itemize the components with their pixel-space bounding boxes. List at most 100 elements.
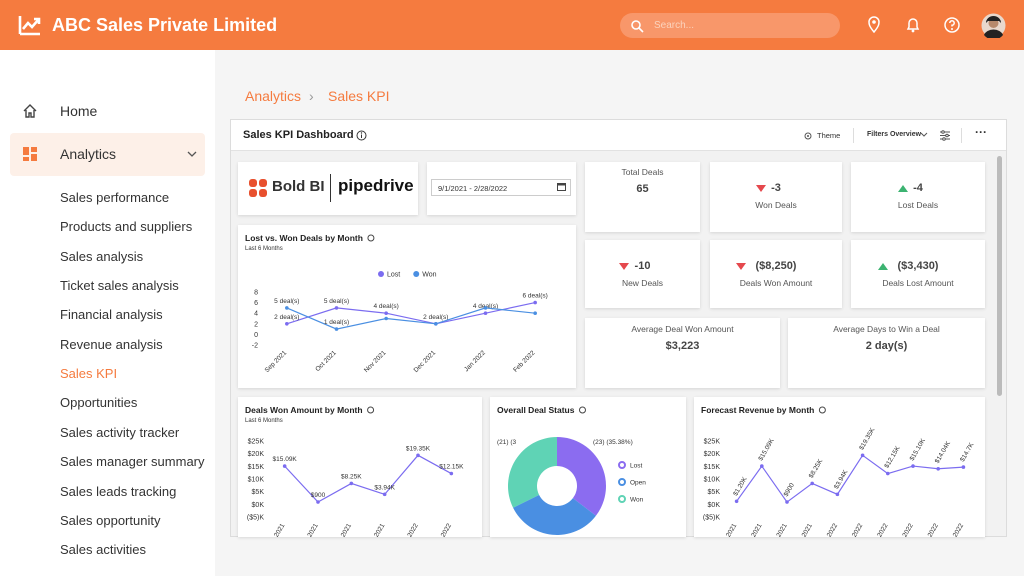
chevron[interactable] bbox=[187, 150, 197, 158]
trend-arrow bbox=[897, 185, 908, 192]
point bbox=[483, 311, 488, 315]
y-tick-label: $15K bbox=[704, 464, 721, 471]
nav-item[interactable]: Analytics bbox=[60, 146, 117, 162]
y-tick-label: $25K bbox=[248, 439, 265, 446]
calendar-icon bbox=[557, 183, 566, 191]
bell-icon[interactable] bbox=[905, 16, 921, 34]
pie-slice bbox=[557, 437, 606, 516]
info-icon bbox=[818, 406, 826, 414]
kpi-title: Average Deal Won Amount bbox=[631, 324, 734, 334]
data-label: $15.10K bbox=[909, 437, 928, 462]
chart-card: Forecast Revenue by Month $25K $20K $15K $10… bbox=[694, 397, 985, 537]
kpi-value: -10 bbox=[634, 260, 651, 272]
analytics-icon bbox=[23, 147, 37, 161]
point bbox=[282, 464, 287, 468]
x-tick-label: 2022 bbox=[440, 522, 453, 537]
nav-subitem[interactable]: Products and suppliers bbox=[60, 219, 193, 235]
point bbox=[936, 466, 940, 471]
chart: Overall Deal Status Lost Open Won (23) (35.3… bbox=[497, 405, 646, 535]
more-button[interactable]: ··· bbox=[975, 125, 987, 139]
x-tick-label: Sep 2021 bbox=[264, 349, 289, 374]
chart-title: Lost vs. Won Deals by Month bbox=[245, 233, 363, 243]
data-label: $15.09K bbox=[757, 437, 776, 462]
nav-subitem[interactable]: Sales activities bbox=[60, 542, 146, 558]
data-label: $19.35K bbox=[858, 426, 877, 451]
legend-swatch bbox=[378, 271, 384, 277]
date-card: 9/1/2021 - 2/28/2022 bbox=[427, 162, 576, 215]
help-icon[interactable] bbox=[943, 16, 961, 34]
nav-subitem[interactable]: Sales analysis bbox=[60, 248, 144, 264]
data-label: $900 bbox=[783, 482, 796, 498]
y-tick-label: 8 bbox=[254, 290, 258, 297]
kpi-card: -3 Won Deals bbox=[710, 162, 842, 232]
point bbox=[734, 499, 739, 504]
data-label: $14.04K bbox=[934, 440, 953, 465]
logo-card: Bold BI pipedrive bbox=[238, 162, 418, 215]
y-tick-label: $20K bbox=[248, 451, 265, 458]
point bbox=[810, 481, 814, 486]
point bbox=[434, 322, 438, 326]
chart-card: Overall Deal Status Lost Open Won (23) (35.3… bbox=[490, 397, 686, 537]
divider bbox=[853, 128, 854, 143]
chart: Lost vs. Won Deals by Month Last 6 Months… bbox=[245, 233, 548, 374]
y-tick-label: ($5)K bbox=[703, 515, 720, 522]
x-tick-label: 2022 bbox=[901, 522, 914, 537]
line bbox=[736, 454, 964, 503]
nav-subitem[interactable]: Sales activity tracker bbox=[60, 424, 180, 440]
point bbox=[334, 306, 339, 310]
nav-subitem[interactable]: Opportunities bbox=[60, 395, 138, 411]
data-label: $1.20K bbox=[732, 475, 749, 497]
y-tick-label: $10K bbox=[704, 477, 721, 484]
avatar[interactable] bbox=[981, 13, 1006, 38]
kpi-value: -3 bbox=[771, 182, 781, 194]
x-tick-label: 2022 bbox=[406, 522, 419, 537]
info-icon[interactable] bbox=[356, 130, 367, 141]
x-tick-label: 2021 bbox=[340, 522, 353, 537]
toolbar-button[interactable]: Theme bbox=[817, 131, 841, 140]
toolbar-button[interactable]: Filters Overview bbox=[867, 131, 922, 138]
nav-subitem[interactable]: Financial analysis bbox=[60, 307, 163, 323]
data-label: $15.09K bbox=[273, 456, 298, 463]
kpi-card: -4 Lost Deals bbox=[851, 162, 985, 232]
point bbox=[384, 316, 388, 321]
breadcrumb[interactable]: Analytics bbox=[245, 88, 302, 104]
kpi-title: Won Deals bbox=[755, 200, 797, 210]
data-label: $19.35K bbox=[406, 445, 431, 452]
kpi-value: -4 bbox=[913, 182, 923, 194]
data-label: $12.15K bbox=[439, 464, 464, 471]
x-tick-label: 2021 bbox=[775, 522, 788, 537]
nav-subitem[interactable]: Sales performance bbox=[60, 190, 170, 205]
nav-subitem[interactable]: Sales opportunity bbox=[60, 512, 161, 528]
kpi-card: Average Deal Won Amount $3,223 bbox=[585, 318, 780, 388]
kpi-value: ($3,430) bbox=[897, 260, 939, 272]
point bbox=[382, 492, 387, 497]
kpi-value: $3,223 bbox=[665, 340, 700, 352]
nav-item[interactable]: Home bbox=[60, 103, 98, 119]
header: ABC Sales Private Limited Search... bbox=[0, 0, 1024, 50]
nav-subitem[interactable]: Sales KPI bbox=[60, 366, 118, 382]
kpi-title: Deals Lost Amount bbox=[882, 278, 954, 288]
active-nav-bg bbox=[10, 133, 205, 176]
logo-text: Bold BI bbox=[272, 178, 325, 195]
point bbox=[961, 465, 966, 469]
pie-slice bbox=[513, 494, 596, 535]
breadcrumb[interactable]: Sales KPI bbox=[328, 88, 390, 104]
search-box[interactable]: Search... bbox=[620, 13, 840, 38]
location-icon[interactable] bbox=[866, 16, 882, 34]
line bbox=[284, 454, 452, 503]
settings-icon[interactable] bbox=[939, 130, 951, 141]
point bbox=[911, 464, 915, 468]
date-picker[interactable]: 9/1/2021 - 2/28/2022 bbox=[431, 179, 571, 196]
chart-title: Forecast Revenue by Month bbox=[701, 405, 814, 415]
scrollbar[interactable] bbox=[997, 156, 1002, 396]
y-tick-label: 4 bbox=[254, 311, 258, 318]
nav-subitem[interactable]: Sales leads tracking bbox=[60, 483, 177, 499]
data-label: 2 deal(s) bbox=[274, 314, 299, 321]
nav-subitem[interactable]: Sales manager summary bbox=[60, 454, 205, 470]
nav-subitem[interactable]: Ticket sales analysis bbox=[60, 278, 179, 294]
chart: Deals Won Amount by Month Last 6 Months $2… bbox=[245, 405, 464, 537]
data-label: $12.15K bbox=[883, 445, 902, 470]
nav-subitem[interactable]: Revenue analysis bbox=[60, 336, 163, 352]
data-label: $8.25K bbox=[808, 458, 825, 480]
y-tick-label: 6 bbox=[254, 300, 258, 307]
